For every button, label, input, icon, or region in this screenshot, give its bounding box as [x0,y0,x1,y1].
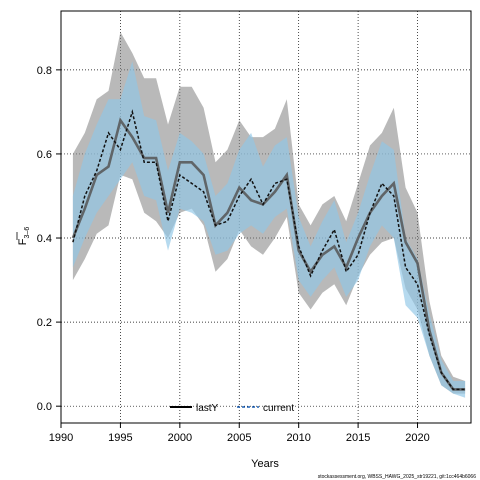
x-tick-label: 2010 [286,432,310,444]
x-tick-label: 2005 [227,432,251,444]
legend-label-current: current [263,403,294,414]
x-tick-label: 1990 [49,432,73,444]
y-axis-title: F3–6 [16,227,31,246]
y-tick-label: 0.6 [37,149,52,161]
line-lastY [71,117,466,391]
plot-frame [60,10,472,424]
x-axis-title: Years [251,458,279,470]
svg-text:F3–6: F3–6 [17,227,31,246]
y-axis-title-main: F [17,238,29,245]
line-current [72,109,466,391]
y-tick-label: 0.0 [37,401,52,413]
y-tick-label: 0.2 [37,317,52,329]
x-tick-label: 2015 [346,432,370,444]
x-axis: 1990 1995 2000 2005 2010 2015 2020 [49,423,430,444]
x-tick-label: 2000 [168,432,192,444]
x-tick-label: 1995 [108,432,132,444]
confidence-bands [72,32,466,398]
legend: lastY current [170,403,294,414]
x-tick-label: 2020 [405,432,429,444]
band-current [72,61,466,398]
y-axis-title-sub: 3–6 [24,227,31,239]
y-tick-label: 0.4 [37,233,52,245]
y-tick-label: 0.8 [37,65,52,77]
footnote: stockassessment.org, WBSS_HAWG_2025_str1… [318,474,476,480]
legend-label-lastY: lastY [196,403,219,414]
y-axis: 0.0 0.2 0.4 0.6 0.8 [37,65,61,413]
series-lines [71,109,466,391]
